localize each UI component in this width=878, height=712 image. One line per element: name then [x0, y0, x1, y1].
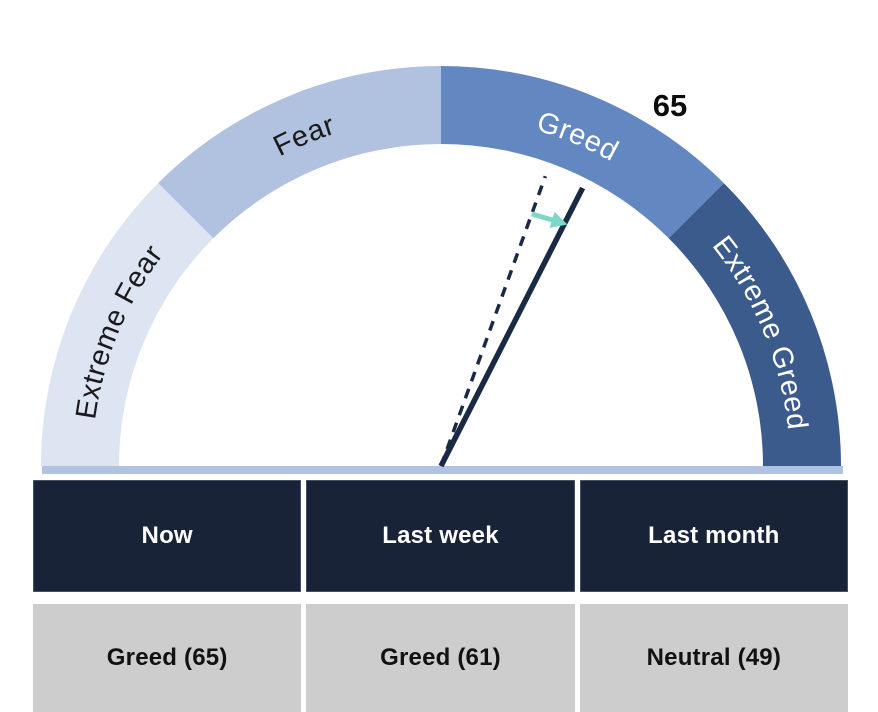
- gauge-segment-extreme-fear: [41, 183, 214, 466]
- gauge-baseline: [42, 466, 843, 474]
- change-arrow-shaft: [531, 211, 555, 223]
- gauge-needle-last-week: [439, 175, 547, 467]
- table-header-last-week: Last week: [306, 480, 575, 592]
- gauge-needles: [438, 175, 586, 468]
- gauge-value-label: 65: [653, 88, 687, 123]
- gauge-segment-fear: [158, 66, 441, 239]
- table-header-last-month: Last month: [579, 480, 848, 592]
- table-value-last-week: Greed (61): [306, 604, 575, 712]
- table-value-last-month: Neutral (49): [579, 604, 848, 712]
- change-arrow-head: [549, 211, 568, 229]
- gauge-needle-now: [438, 186, 586, 468]
- gauge-segments: [41, 66, 841, 466]
- summary-table: Now Last week Last month Greed (65) Gree…: [33, 480, 848, 712]
- gauge-change-arrow: [531, 211, 568, 229]
- gauge-segment-greed: [441, 66, 724, 239]
- table-header-now: Now: [33, 480, 302, 592]
- gauge-segment-extreme-greed: [668, 183, 841, 466]
- table-value-now: Greed (65): [33, 604, 302, 712]
